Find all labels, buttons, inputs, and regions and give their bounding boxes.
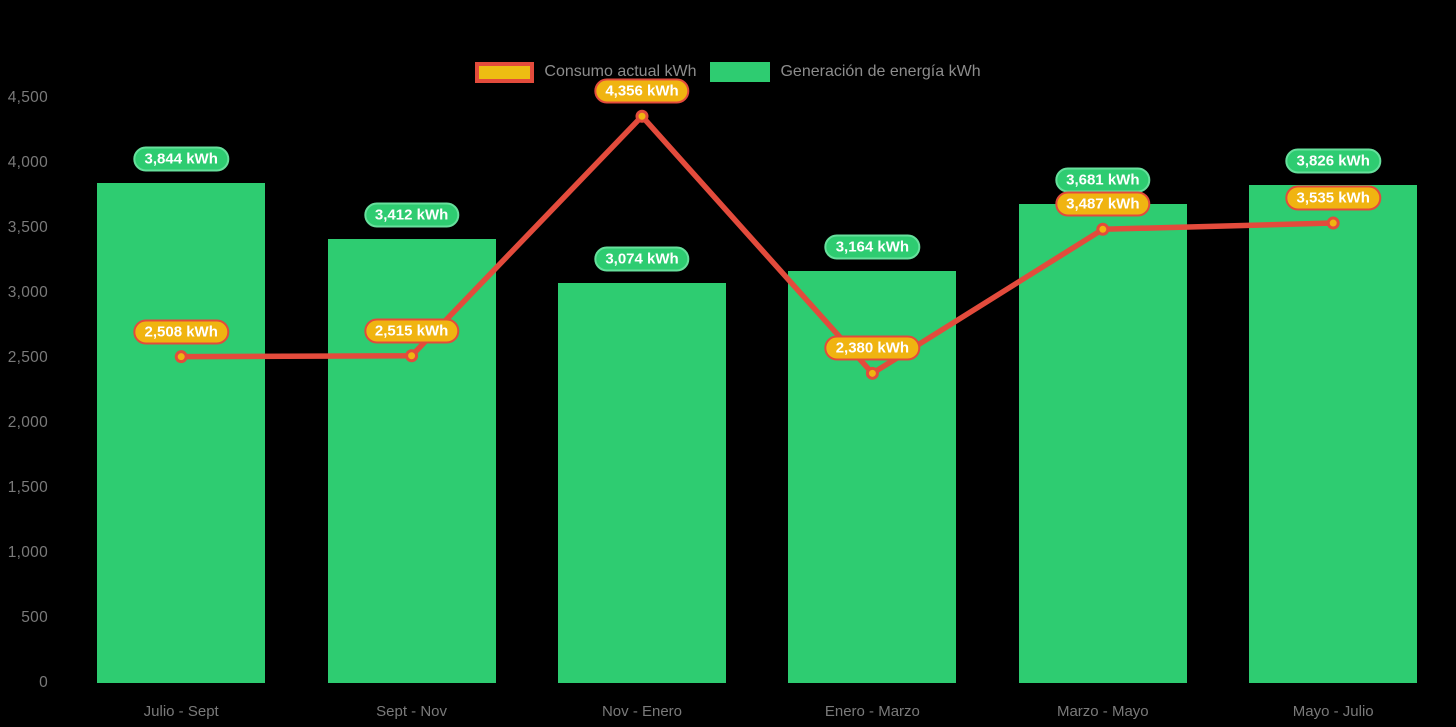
y-axis-tick-label: 1,500 — [7, 478, 48, 496]
y-axis-tick-label: 2,500 — [7, 348, 48, 366]
line-point[interactable] — [405, 349, 419, 363]
bar-value-badge: 3,412 kWh — [363, 202, 460, 228]
bar-value-badge: 3,164 kWh — [824, 234, 921, 260]
line-point[interactable] — [1096, 222, 1110, 236]
bar-generacion[interactable] — [788, 271, 957, 683]
y-axis-tick-label: 3,500 — [7, 218, 48, 236]
line-value-badge: 2,508 kWh — [133, 319, 229, 345]
legend: Consumo actual kWh Generación de energía… — [0, 61, 1456, 83]
bar-generacion[interactable] — [97, 182, 266, 683]
legend-swatch-line-icon — [475, 61, 535, 83]
line-value-badge: 2,515 kWh — [363, 318, 460, 344]
y-axis-tick-label: 4,500 — [7, 88, 48, 106]
bar-generacion[interactable] — [1249, 185, 1418, 683]
y-axis-tick-label: 0 — [39, 674, 48, 691]
bar-generacion[interactable] — [327, 239, 496, 683]
legend-swatch-bar-icon — [710, 62, 771, 82]
x-axis-label: Mayo - Julio — [1292, 703, 1374, 720]
line-point[interactable] — [174, 350, 188, 364]
line-point[interactable] — [635, 109, 649, 123]
y-axis-tick-label: 1,000 — [7, 543, 48, 561]
line-value-badge: 3,535 kWh — [1285, 185, 1381, 211]
legend-label-generacion: Generación de energía kWh — [780, 63, 981, 80]
y-axis-tick-label: 2,000 — [7, 413, 48, 431]
line-value-badge: 4,356 kWh — [594, 78, 690, 104]
bar-value-badge: 3,074 kWh — [594, 246, 690, 272]
y-axis-tick-label: 4,000 — [7, 153, 48, 171]
x-axis-label: Marzo - Mayo — [1056, 703, 1149, 720]
y-axis-tick-label: 500 — [21, 608, 48, 626]
x-axis-label: Julio - Sept — [143, 703, 219, 720]
bar-generacion[interactable] — [1018, 204, 1187, 683]
x-axis-label: Enero - Marzo — [824, 703, 920, 720]
bar-generacion[interactable] — [558, 283, 726, 683]
x-axis-label: Sept - Nov — [376, 703, 448, 720]
x-axis-label: Nov - Enero — [601, 703, 683, 720]
line-point[interactable] — [1326, 216, 1340, 230]
bar-value-badge: 3,681 kWh — [1055, 167, 1151, 193]
line-value-badge: 3,487 kWh — [1055, 191, 1151, 217]
legend-item-generacion[interactable]: Generación de energía kWh — [710, 61, 981, 83]
line-value-badge: 2,380 kWh — [824, 335, 921, 361]
line-point[interactable] — [865, 366, 879, 380]
y-axis-tick-label: 3,000 — [7, 283, 48, 301]
legend-label-consumo: Consumo actual kWh — [544, 63, 697, 80]
bar-value-badge: 3,844 kWh — [133, 146, 229, 172]
bar-value-badge: 3,826 kWh — [1285, 148, 1381, 174]
legend-item-consumo[interactable]: Consumo actual kWh — [475, 61, 696, 83]
